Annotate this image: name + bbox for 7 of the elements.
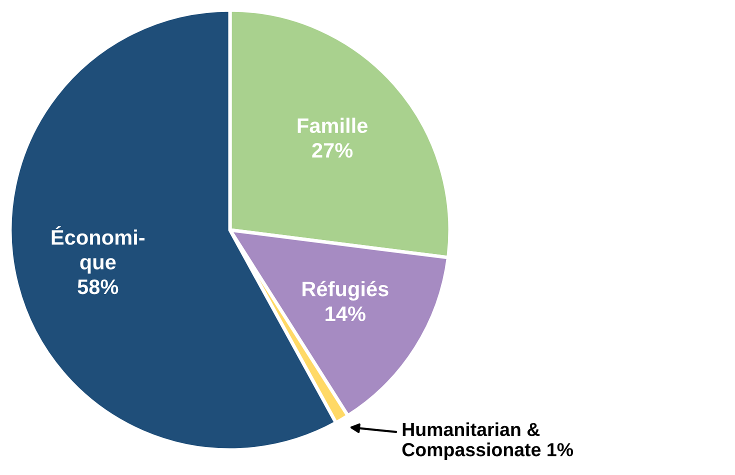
data-label: 58% xyxy=(78,279,118,294)
data-label: 27% xyxy=(312,142,353,158)
slice-label: Économi- que xyxy=(52,226,145,274)
slice-label: Réfugiés xyxy=(302,280,388,301)
slice-label: Humanitarian & Compassionate 1% xyxy=(402,422,574,460)
data-label: 14% xyxy=(326,306,366,322)
slice-label: Famille xyxy=(298,118,368,134)
